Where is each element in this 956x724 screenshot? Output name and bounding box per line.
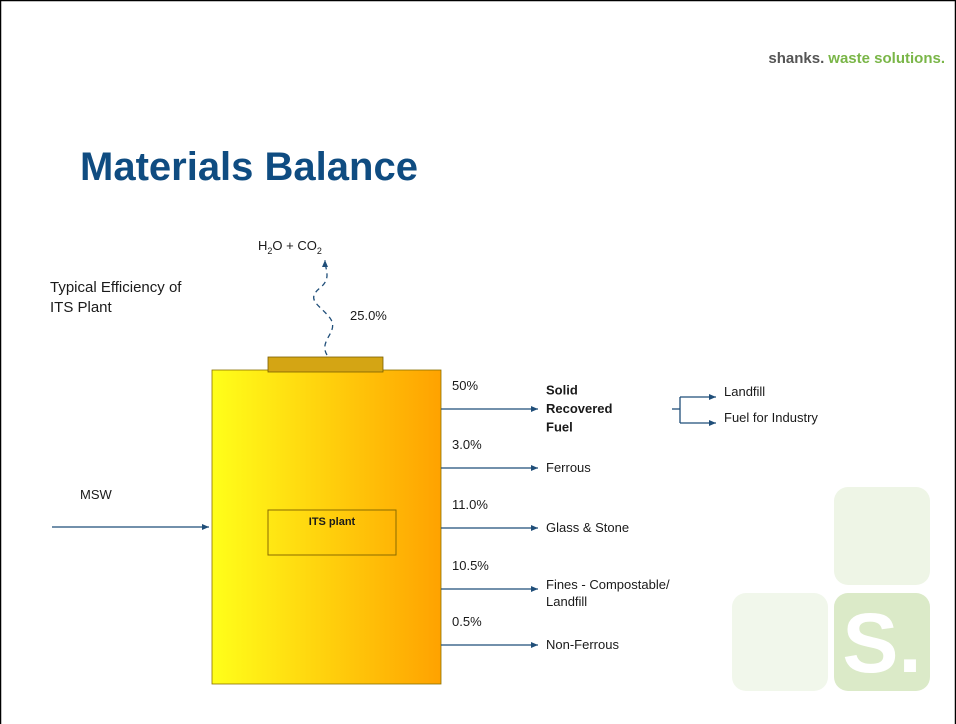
split-label: Fuel for Industry [724,410,818,425]
formula-part: H [258,238,267,253]
plant-body [211,369,442,685]
watermark-tile [834,487,930,585]
watermark-tile [834,593,930,691]
input-label: MSW [80,487,113,502]
split-label: Landfill [724,384,765,399]
output-share: 11.0% [452,497,488,512]
output-label: Glass & Stone [546,520,629,535]
formula-part: O + CO [272,238,316,253]
emission-formula: H2O + CO2 [258,238,322,256]
logo-brand: shanks. [768,50,824,67]
formula-subscript: 2 [267,246,272,256]
watermark-tile [732,593,828,691]
output-label: Landfill [546,594,587,609]
output-share: 50% [452,378,478,393]
outputs: 50% Solid Recovered Fuel 3.0% Ferrous 11.0% Gla… [441,378,670,652]
plant-label: ITS plant [309,516,356,528]
emission-arrow [313,259,334,356]
output-label: Non-Ferrous [546,637,619,652]
emission-share: 25.0% [350,308,387,323]
output-share: 3.0% [452,437,482,452]
output-label: Recovered [546,401,613,416]
formula-subscript: 2 [317,246,322,256]
watermark-letter: S. [842,596,921,690]
output-label: Fuel [546,420,573,435]
output-share: 0.5% [452,614,482,629]
plant-lid [267,356,384,373]
logo-tagline: waste solutions. [827,50,945,67]
output-label: Solid [546,383,578,398]
output-label: Ferrous [546,460,591,475]
efficiency-line: Typical Efficiency of [50,279,182,296]
output-label: Fines - Compostable/ [546,577,670,592]
efficiency-line: ITS Plant [50,299,113,316]
title: Materials Balance [80,145,418,189]
output-share: 10.5% [452,558,489,573]
watermark: S. [732,487,930,691]
plant-inner-box [267,509,397,556]
logo: shanks. waste solutions. [768,50,945,67]
